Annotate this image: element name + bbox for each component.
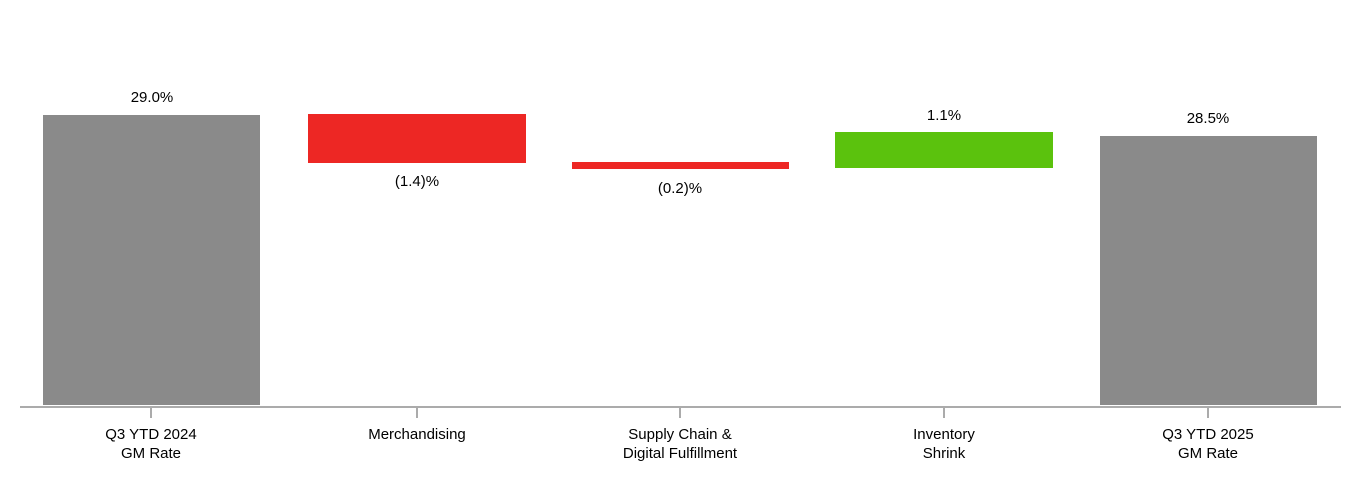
axis-tick	[1207, 406, 1209, 418]
category-label-q3-ytd-2024: Q3 YTD 2024 GM Rate	[31, 425, 271, 463]
category-label-line: Q3 YTD 2024	[105, 426, 197, 443]
bar-supply-chain-digital-fulfillment	[572, 162, 789, 169]
category-label-line: Merchandising	[368, 426, 466, 443]
category-label-line: Shrink	[922, 445, 966, 462]
category-label-line: Q3 YTD 2025	[1162, 426, 1254, 443]
bar-merchandising	[308, 114, 526, 163]
value-label-merchandising: (1.4)%	[394, 173, 440, 190]
value-label-supply-chain: (0.2)%	[657, 180, 703, 197]
value-label-inventory-shrink: 1.1%	[926, 107, 962, 124]
category-label-merchandising: Merchandising	[297, 425, 537, 444]
category-label-q3-ytd-2025: Q3 YTD 2025 GM Rate	[1088, 425, 1328, 463]
axis-tick	[150, 406, 152, 418]
bar-q3-ytd-2025-gm-rate	[1100, 136, 1317, 405]
category-label-line: Supply Chain &	[628, 426, 732, 443]
category-label-line: GM Rate	[1177, 445, 1238, 462]
bar-q3-ytd-2024-gm-rate	[43, 115, 260, 405]
value-label-q3-ytd-2024: 29.0%	[130, 89, 174, 106]
category-label-line: GM Rate	[120, 445, 181, 462]
category-label-line: Digital Fulfillment	[622, 445, 738, 462]
category-label-supply-chain: Supply Chain & Digital Fulfillment	[560, 425, 800, 463]
value-label-q3-ytd-2025: 28.5%	[1186, 110, 1230, 127]
axis-tick	[679, 406, 681, 418]
bar-inventory-shrink	[835, 132, 1053, 168]
axis-tick	[416, 406, 418, 418]
axis-tick	[943, 406, 945, 418]
category-label-inventory-shrink: Inventory Shrink	[824, 425, 1064, 463]
category-label-line: Inventory	[913, 426, 975, 443]
